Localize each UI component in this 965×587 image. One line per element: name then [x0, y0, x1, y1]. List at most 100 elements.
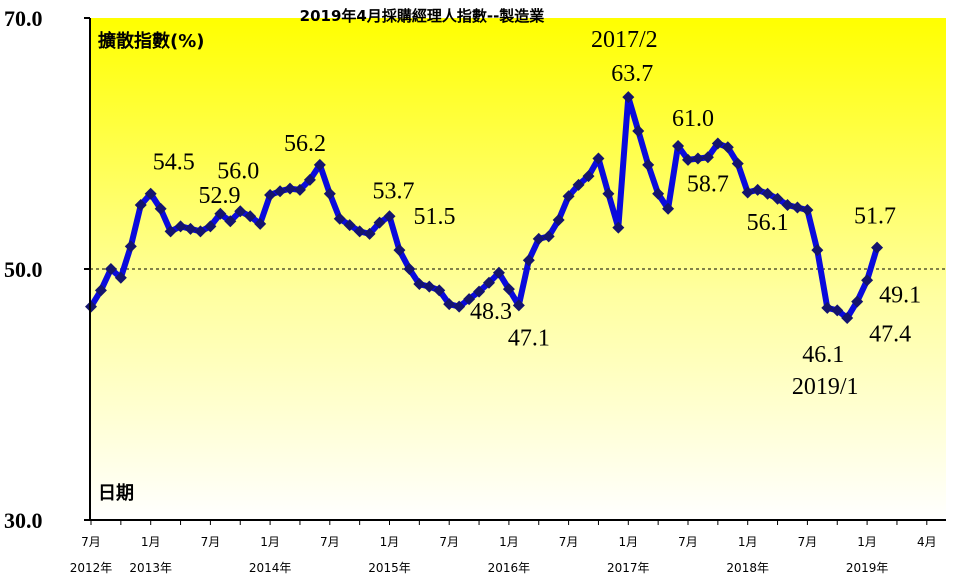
- data-point: [184, 222, 197, 235]
- data-point: [333, 212, 346, 225]
- data-label: 56.1: [747, 210, 789, 236]
- x-tick-label: 1月: [380, 535, 400, 549]
- data-point: [194, 225, 207, 238]
- x-tick-label: 7月: [201, 535, 221, 549]
- data-point: [353, 225, 366, 238]
- data-point: [721, 141, 734, 154]
- data-point: [791, 201, 804, 214]
- data-point: [323, 187, 336, 200]
- data-point: [423, 280, 436, 293]
- data-label: 52.9: [199, 183, 241, 209]
- data-point: [204, 220, 217, 233]
- x-tick-label: 1月: [260, 535, 280, 549]
- data-label: 48.3: [470, 299, 512, 325]
- data-point: [473, 285, 486, 298]
- x-tick-label: 7月: [81, 535, 101, 549]
- data-label: 2019/1: [792, 374, 859, 400]
- x-tick-year-label: 2017年: [607, 561, 650, 575]
- data-label: 46.1: [802, 342, 844, 368]
- data-point: [672, 140, 685, 153]
- data-point: [114, 271, 127, 284]
- data-point: [343, 219, 356, 232]
- data-point: [662, 202, 675, 215]
- x-tick-label: 7月: [320, 535, 340, 549]
- x-tick-year-label: 2018年: [726, 561, 769, 575]
- data-label: 51.5: [413, 204, 455, 230]
- x-tick-year-label: 2013年: [129, 561, 172, 575]
- x-tick-label: 1月: [857, 535, 877, 549]
- x-tick-year-label: 2019年: [846, 561, 889, 575]
- x-tick-label: 7月: [439, 535, 459, 549]
- x-tick-label: 1月: [499, 535, 519, 549]
- data-point: [542, 230, 555, 243]
- data-point: [363, 227, 376, 240]
- data-point: [313, 158, 326, 171]
- data-label: 61.0: [672, 106, 714, 132]
- data-point: [761, 187, 774, 200]
- data-point: [254, 217, 267, 230]
- data-point: [433, 284, 446, 297]
- x-tick-year-label: 2015年: [368, 561, 411, 575]
- data-point: [453, 300, 466, 313]
- data-point: [592, 152, 605, 165]
- data-label: 56.2: [284, 131, 326, 157]
- data-point: [104, 263, 117, 275]
- data-point: [293, 183, 306, 196]
- data-point: [622, 91, 635, 104]
- data-point: [483, 276, 495, 289]
- data-point: [164, 225, 177, 238]
- data-point: [552, 214, 565, 227]
- data-point: [602, 187, 615, 200]
- data-point: [383, 210, 396, 223]
- data-label: 47.1: [508, 325, 550, 351]
- chart-title: 2019年4月採購經理人指數--製造業: [300, 7, 546, 25]
- data-point: [751, 183, 764, 196]
- data-point: [373, 216, 386, 229]
- data-label: 49.1: [879, 282, 921, 308]
- data-point: [264, 188, 277, 201]
- data-point: [831, 304, 844, 317]
- data-point: [572, 178, 585, 191]
- data-point: [801, 204, 814, 217]
- x-axis-label: 日期: [98, 483, 134, 504]
- data-point: [652, 187, 665, 200]
- data-point: [492, 266, 505, 279]
- data-point: [612, 221, 625, 234]
- data-label: 63.7: [611, 61, 653, 87]
- data-label: 56.0: [217, 158, 259, 184]
- x-tick-label: 1月: [618, 535, 638, 549]
- y-tick-label: 50.0: [4, 257, 43, 282]
- data-point: [522, 254, 535, 267]
- data-point: [94, 284, 107, 297]
- x-tick-label: 7月: [798, 535, 818, 549]
- data-label: 2017/2: [591, 27, 658, 53]
- data-point: [144, 187, 157, 200]
- data-point: [741, 186, 754, 199]
- y-axis-label: 擴散指數(%): [98, 30, 205, 52]
- x-tick-year-label: 2012年: [70, 561, 113, 575]
- data-point: [244, 210, 257, 223]
- data-point: [234, 205, 247, 218]
- data-point: [403, 263, 416, 275]
- data-point: [463, 293, 476, 306]
- data-point: [701, 151, 714, 164]
- x-tick-label: 1月: [738, 535, 758, 549]
- data-point: [512, 299, 525, 312]
- data-point: [274, 185, 287, 198]
- data-point: [711, 137, 724, 150]
- data-point: [861, 274, 874, 287]
- data-point: [771, 192, 784, 205]
- data-point: [134, 198, 147, 211]
- data-point: [413, 278, 426, 291]
- data-point: [174, 220, 187, 233]
- x-tick-year-label: 2014年: [249, 561, 292, 575]
- data-point: [443, 298, 456, 311]
- data-point: [811, 244, 824, 257]
- x-tick-label: 1月: [141, 535, 161, 549]
- y-tick-label: 70.0: [4, 6, 43, 31]
- data-point: [682, 153, 694, 166]
- data-point: [224, 215, 237, 228]
- data-point: [562, 190, 575, 203]
- data-point: [851, 295, 864, 308]
